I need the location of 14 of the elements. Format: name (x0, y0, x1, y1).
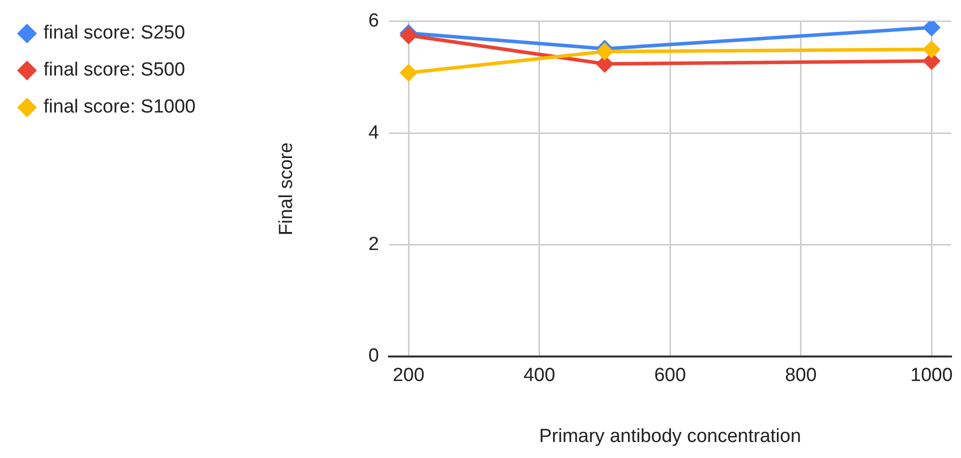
y-tick-label: 6 (368, 10, 379, 32)
y-axis-title: Final score (276, 142, 298, 236)
x-tick-label: 200 (392, 365, 424, 386)
x-tick-label: 1000 (910, 365, 953, 386)
x-axis-title: Primary antibody concentration (539, 426, 802, 447)
y-tick-label: 0 (368, 346, 379, 367)
x-tick-label: 600 (654, 365, 686, 386)
x-tick-label: 800 (784, 365, 817, 386)
x-tick-label: 400 (523, 365, 556, 386)
y-tick-label: 2 (368, 234, 379, 255)
y-tick-label: 4 (368, 122, 380, 144)
legend-label: final score: S1000 (44, 96, 196, 118)
legend-label: final score: S500 (44, 60, 186, 81)
legend-label: final score: S250 (44, 22, 186, 44)
